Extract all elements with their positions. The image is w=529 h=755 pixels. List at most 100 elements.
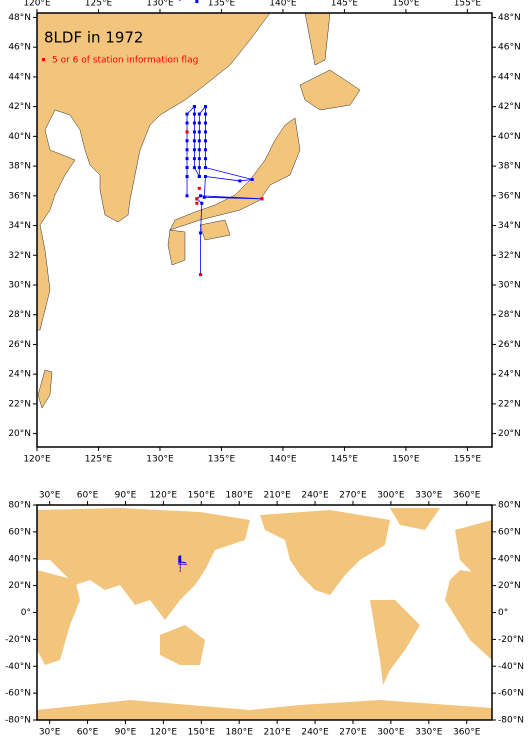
lon-tick-label: 150°E xyxy=(392,0,420,9)
station xyxy=(180,557,182,559)
lon-tick-label: 150°E xyxy=(188,728,216,738)
lat-tick-label: 20°N xyxy=(498,581,521,591)
flagged-station xyxy=(260,197,264,201)
lon-tick-label: 145°E xyxy=(331,0,359,9)
lon-tick-label: 30°E xyxy=(39,728,61,738)
station xyxy=(179,556,181,558)
station xyxy=(179,561,181,563)
lat-tick-label: 0° xyxy=(498,608,508,618)
station xyxy=(185,194,189,198)
station xyxy=(178,557,180,559)
map-title: 8LDF in 1972 xyxy=(44,29,143,47)
station xyxy=(197,139,201,143)
flagged-station xyxy=(179,562,181,564)
station xyxy=(185,139,189,143)
station xyxy=(179,557,181,559)
station xyxy=(179,557,181,559)
station xyxy=(180,558,182,560)
station xyxy=(197,148,201,152)
lon-tick-label: 120°E xyxy=(23,0,51,9)
lon-tick-label: 140°E xyxy=(269,455,297,465)
lon-tick-label: 270°E xyxy=(339,728,367,738)
eurasia xyxy=(37,508,250,620)
station xyxy=(179,559,181,561)
station xyxy=(179,557,181,559)
lat-tick-label: -40°N xyxy=(498,662,524,672)
lat-tick-label: 30°N xyxy=(498,280,521,290)
lon-tick-label: 145°E xyxy=(331,455,359,465)
lon-tick-label: 120°E xyxy=(23,455,51,465)
station xyxy=(179,558,181,560)
australia xyxy=(160,625,205,665)
honshu xyxy=(169,117,301,231)
station xyxy=(202,195,206,199)
lon-tick-label: 330°E xyxy=(415,491,443,501)
lon-tick-label: 180°E xyxy=(226,728,254,738)
lat-tick-label: 80°N xyxy=(8,501,31,511)
lat-tick-label: 80°N xyxy=(498,501,521,511)
lat-tick-label: 24°N xyxy=(498,370,521,380)
lat-tick-label: 40°N xyxy=(498,554,521,564)
lon-tick-label: 155°E xyxy=(454,0,482,9)
flagged-station xyxy=(197,186,201,190)
station xyxy=(200,201,204,205)
lon-tick-label: 300°E xyxy=(377,491,405,501)
lon-tick-label: 360°E xyxy=(453,728,481,738)
kyushu xyxy=(167,229,186,266)
station xyxy=(185,148,189,152)
station xyxy=(192,121,196,125)
lat-tick-label: 0° xyxy=(21,608,31,618)
lat-tick-label: 34°N xyxy=(498,221,521,231)
station xyxy=(178,561,180,563)
lat-tick-label: 22°N xyxy=(498,399,521,409)
lat-tick-label: 20°N xyxy=(8,429,31,439)
station xyxy=(180,557,182,559)
lon-tick-label: 90°E xyxy=(115,728,137,738)
lat-tick-label: 44°N xyxy=(8,72,31,82)
top-frame xyxy=(36,12,493,448)
lon-tick-label: 60°E xyxy=(77,728,99,738)
station xyxy=(180,561,182,563)
lat-tick-label: 44°N xyxy=(498,72,521,82)
legend-label: 5 or 6 of station information flag xyxy=(52,56,198,66)
station xyxy=(179,560,181,562)
flagged-station xyxy=(195,197,199,201)
lon-tick-label: 90°E xyxy=(115,491,137,501)
station xyxy=(199,194,203,198)
lon-tick-label: 240°E xyxy=(301,491,329,501)
lat-tick-label: 32°N xyxy=(498,251,521,261)
station xyxy=(180,556,182,558)
lon-tick-label: 300°E xyxy=(377,728,405,738)
taiwan xyxy=(37,369,53,409)
station xyxy=(178,561,180,563)
lat-tick-label: 28°N xyxy=(8,310,31,320)
station xyxy=(203,112,207,116)
lon-tick-label: 135°E xyxy=(208,455,236,465)
lon-tick-label: 180°E xyxy=(226,491,254,501)
lat-tick-label: 60°N xyxy=(8,527,31,537)
station xyxy=(185,562,187,564)
station xyxy=(203,130,207,134)
station xyxy=(203,166,207,170)
greenland xyxy=(390,508,440,530)
lon-tick-label: 120°E xyxy=(150,728,178,738)
lat-tick-label: -60°N xyxy=(5,689,31,699)
station xyxy=(178,560,180,562)
station xyxy=(203,121,207,125)
bottom-land xyxy=(37,508,492,720)
station xyxy=(183,562,185,564)
station xyxy=(180,559,182,561)
station xyxy=(203,105,207,109)
lat-tick-label: 40°N xyxy=(8,132,31,142)
lon-tick-label: 130°E xyxy=(146,0,174,9)
lat-tick-label: 46°N xyxy=(8,43,31,53)
lon-tick-label: 60°E xyxy=(77,491,99,501)
station xyxy=(178,559,180,561)
station xyxy=(203,139,207,143)
station xyxy=(192,105,196,109)
lat-tick-label: -20°N xyxy=(498,635,524,645)
station xyxy=(185,174,189,178)
lon-tick-label: 240°E xyxy=(301,728,329,738)
station xyxy=(179,556,181,558)
flagged-station xyxy=(185,130,189,134)
